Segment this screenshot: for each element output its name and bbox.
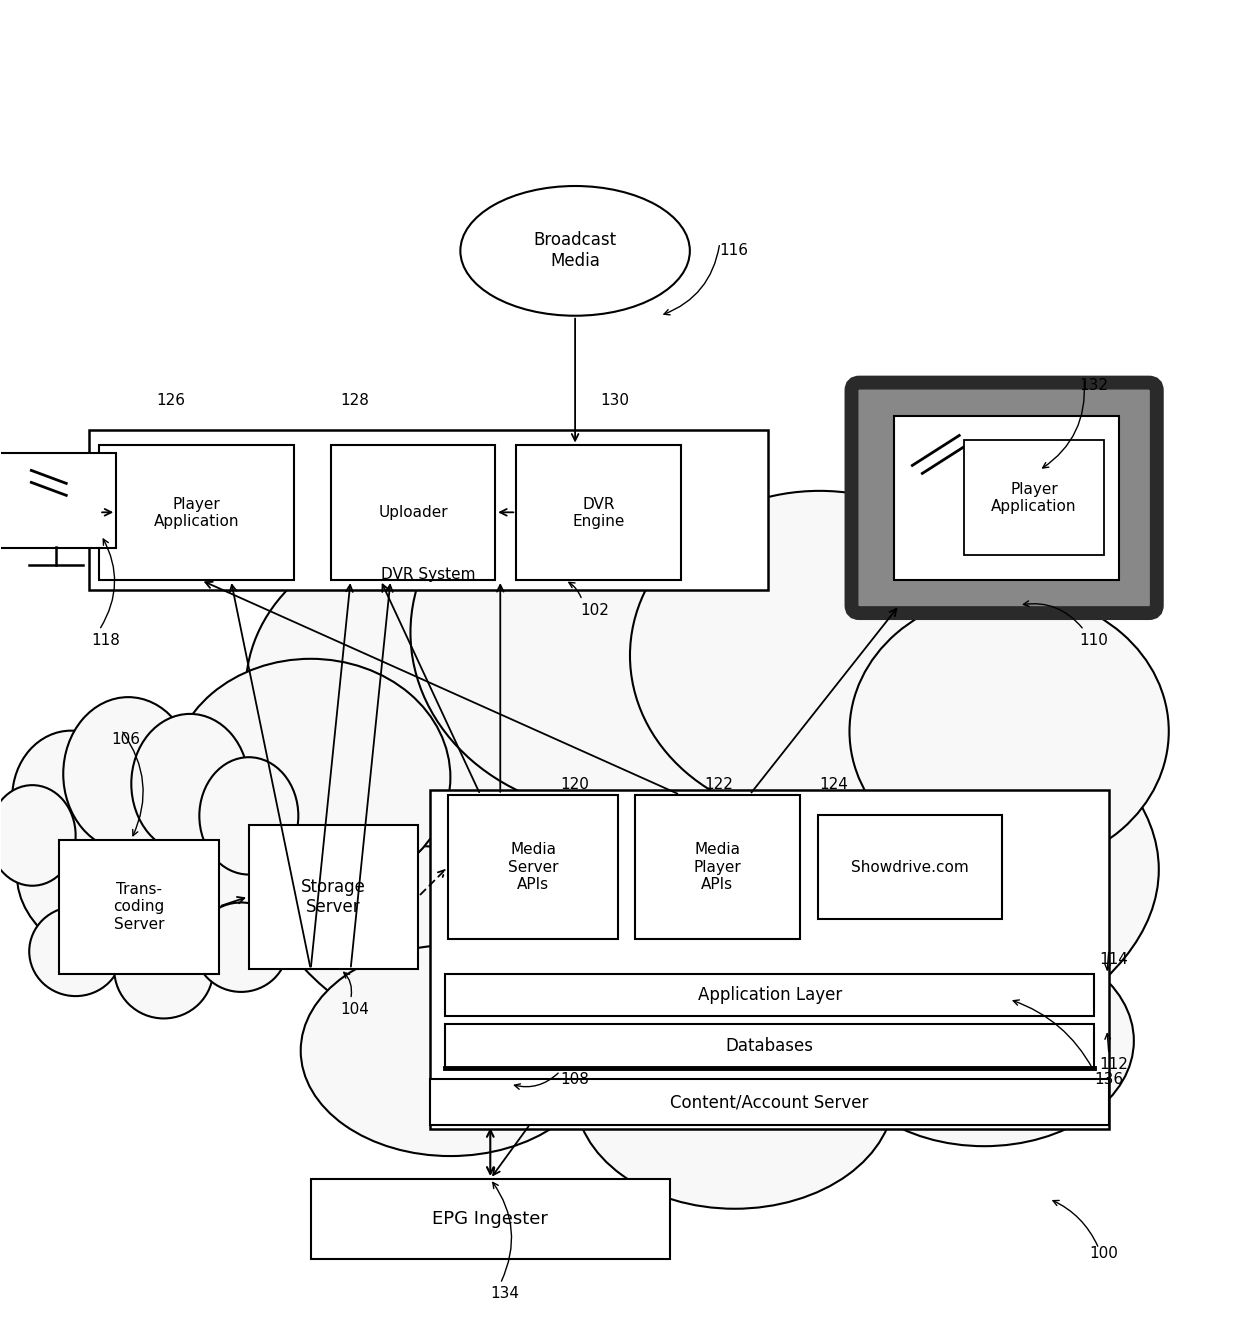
Text: Storage
Server: Storage Server [301,877,366,917]
Text: DVR System: DVR System [381,567,476,582]
Bar [894,416,1118,580]
Bar [311,1179,670,1259]
Ellipse shape [63,697,193,851]
Text: EPG Ingester: EPG Ingester [433,1210,548,1228]
Text: 116: 116 [719,244,749,258]
Ellipse shape [630,490,1009,820]
Ellipse shape [575,978,894,1208]
Text: Broadcast
Media: Broadcast Media [533,232,616,270]
Text: 112: 112 [1099,1056,1128,1072]
Bar [817,815,1002,920]
Bar [89,431,768,590]
Text: 122: 122 [704,778,734,792]
Bar [965,440,1104,555]
Text: Media
Server
APIs: Media Server APIs [508,843,558,892]
Bar [445,1024,1094,1068]
Text: Player
Application: Player Application [991,482,1076,514]
Ellipse shape [246,530,625,847]
Text: 104: 104 [341,1002,370,1016]
Text: Content/Account Server: Content/Account Server [671,1093,869,1112]
Text: 108: 108 [560,1072,589,1086]
Text: Trans-
coding
Server: Trans- coding Server [113,882,165,931]
Ellipse shape [460,186,689,315]
Text: 110: 110 [1079,632,1107,648]
Text: Player
Application: Player Application [154,497,239,529]
Ellipse shape [114,921,213,1019]
Bar [635,795,800,939]
Ellipse shape [260,639,1159,1100]
Text: 124: 124 [820,778,848,792]
Text: Databases: Databases [725,1037,813,1055]
Ellipse shape [200,757,299,874]
Bar [449,795,618,939]
Ellipse shape [171,659,450,896]
Ellipse shape [0,786,76,885]
Text: 114: 114 [1099,951,1128,967]
Text: 102: 102 [580,603,609,617]
Text: 118: 118 [92,632,120,648]
Ellipse shape [849,594,1169,869]
Text: 132: 132 [1079,378,1109,394]
Bar [516,445,681,580]
Text: 100: 100 [1089,1247,1117,1261]
Bar [331,445,495,580]
Text: Uploader: Uploader [378,505,448,521]
Text: 134: 134 [490,1287,520,1301]
Text: Media
Player
APIs: Media Player APIs [693,843,742,892]
Text: 106: 106 [112,733,140,747]
Text: 130: 130 [600,394,629,408]
Bar [430,1079,1109,1125]
Ellipse shape [195,902,288,992]
Text: 136: 136 [1094,1072,1123,1086]
FancyBboxPatch shape [852,383,1157,613]
Ellipse shape [30,906,122,996]
Bar [99,445,294,580]
Text: DVR
Engine: DVR Engine [573,497,625,529]
Bar [0,453,117,549]
Bar [60,840,219,974]
Text: 120: 120 [560,778,589,792]
Ellipse shape [131,714,249,853]
Ellipse shape [17,776,295,973]
Ellipse shape [410,452,830,814]
Text: Application Layer: Application Layer [698,986,842,1004]
Text: 128: 128 [341,394,370,408]
Text: 126: 126 [156,394,185,408]
Bar [430,790,1109,1129]
Ellipse shape [12,730,130,865]
Ellipse shape [301,945,600,1157]
Bar [445,974,1094,1016]
Ellipse shape [835,935,1133,1146]
Bar [249,824,418,970]
Text: Showdrive.com: Showdrive.com [851,860,968,875]
